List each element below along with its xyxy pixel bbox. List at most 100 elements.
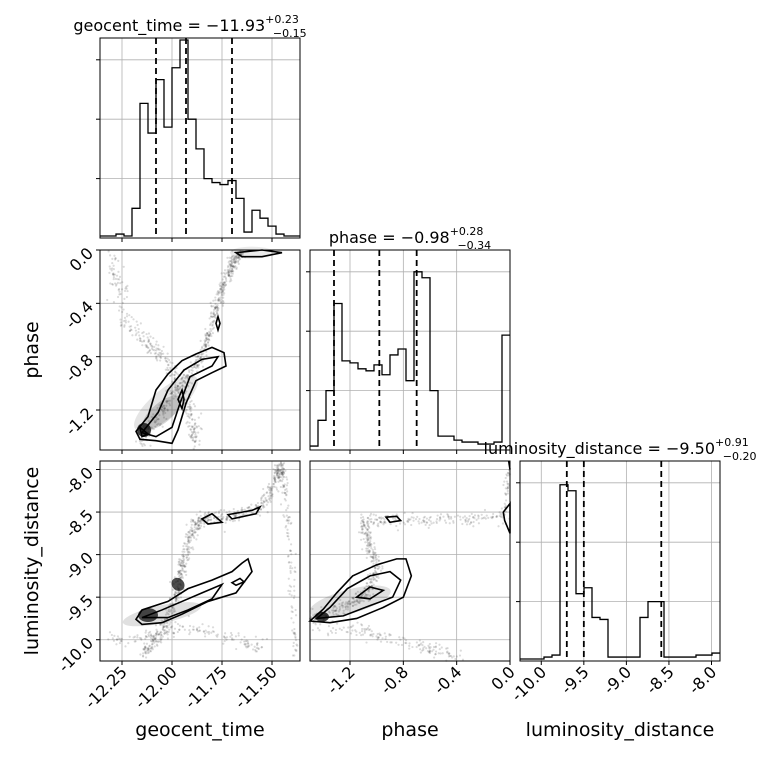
sample-point [227, 271, 230, 274]
sample-point [219, 301, 223, 304]
sample-point [220, 289, 223, 292]
sample-point [280, 472, 283, 475]
sample-point [186, 374, 190, 377]
sample-point [193, 428, 196, 431]
sample-point [367, 530, 370, 533]
sample-point [149, 335, 152, 338]
sample-point [467, 519, 470, 522]
sample-point [116, 635, 120, 638]
sample-point [166, 399, 169, 403]
sample-point [334, 609, 338, 612]
sample-point [293, 633, 296, 636]
sample-point [238, 258, 241, 261]
sample-point [483, 508, 487, 512]
sample-point [223, 636, 226, 639]
y-tick-label: -8.5 [62, 506, 98, 542]
sample-point [169, 366, 172, 369]
sample-point [373, 546, 376, 549]
sample-point [350, 625, 353, 628]
sample-point [363, 629, 366, 632]
panel-frame [309, 460, 511, 662]
sample-point [360, 513, 363, 516]
sample-point [499, 515, 503, 518]
sample-point [364, 628, 367, 631]
sample-point [187, 415, 191, 418]
sample-point [428, 647, 431, 650]
sample-point [117, 270, 120, 273]
sample-point [108, 254, 112, 257]
sample-point [447, 515, 450, 518]
y-tick-label: -9.0 [62, 548, 98, 584]
sample-point [274, 476, 277, 479]
sample-point [162, 626, 165, 629]
sample-point [144, 651, 147, 654]
sample-point [215, 511, 218, 514]
sample-point [274, 481, 277, 484]
sample-point [293, 578, 296, 581]
sample-point [189, 410, 192, 413]
sample-point [110, 269, 113, 272]
sample-point [407, 520, 410, 524]
sample-point [223, 281, 226, 284]
sample-point [422, 519, 425, 522]
sample-point [294, 608, 297, 612]
sample-point [282, 471, 286, 474]
sample-point [377, 576, 380, 580]
sample-point [160, 408, 163, 411]
sample-point [394, 517, 397, 520]
sample-point [209, 333, 212, 336]
sample-point [190, 526, 193, 529]
sample-point [206, 332, 209, 335]
sample-point [171, 612, 174, 615]
sample-point [374, 566, 377, 570]
sample-point [275, 464, 278, 467]
sample-point [352, 600, 355, 603]
sample-point [140, 443, 143, 446]
sample-point [286, 518, 289, 522]
sample-point [190, 368, 193, 372]
sample-point [329, 629, 332, 633]
sample-point [346, 606, 350, 609]
sample-point [277, 480, 280, 483]
sample-point [224, 518, 228, 521]
sample-point [175, 598, 178, 601]
sample-point [230, 638, 234, 641]
sample-point [292, 631, 295, 634]
sample-point [256, 642, 259, 645]
sample-point [121, 310, 124, 314]
sample-point [367, 624, 371, 628]
sample-point [428, 524, 431, 527]
sample-point [160, 631, 163, 634]
sample-point [232, 507, 235, 511]
sample-point [155, 356, 158, 359]
sample-point [214, 314, 217, 317]
sample-point [216, 307, 219, 310]
sample-point [198, 357, 201, 360]
y-tick-label: 0.0 [66, 244, 97, 275]
sample-point [159, 630, 162, 633]
sample-point [186, 405, 189, 408]
sample-point [364, 593, 367, 596]
sample-point [130, 328, 133, 332]
sample-point [468, 523, 471, 526]
sample-point [372, 551, 375, 554]
sample-point [179, 564, 182, 567]
sample-point [312, 614, 315, 617]
sample-point [184, 570, 188, 573]
sample-point [202, 630, 205, 633]
sample-point [159, 422, 162, 426]
sample-point [144, 344, 147, 347]
sample-point [229, 275, 233, 278]
sample-point [280, 472, 284, 475]
sample-point [244, 645, 247, 648]
sample-point [224, 278, 228, 281]
sample-point [377, 559, 380, 562]
sample-point [290, 585, 293, 588]
sample-point [221, 283, 224, 286]
sample-point [223, 275, 227, 278]
sample-point [225, 517, 229, 520]
sample-point [372, 575, 375, 578]
contour-inner [314, 570, 402, 620]
sample-point [381, 567, 384, 570]
sample-point [169, 602, 172, 606]
